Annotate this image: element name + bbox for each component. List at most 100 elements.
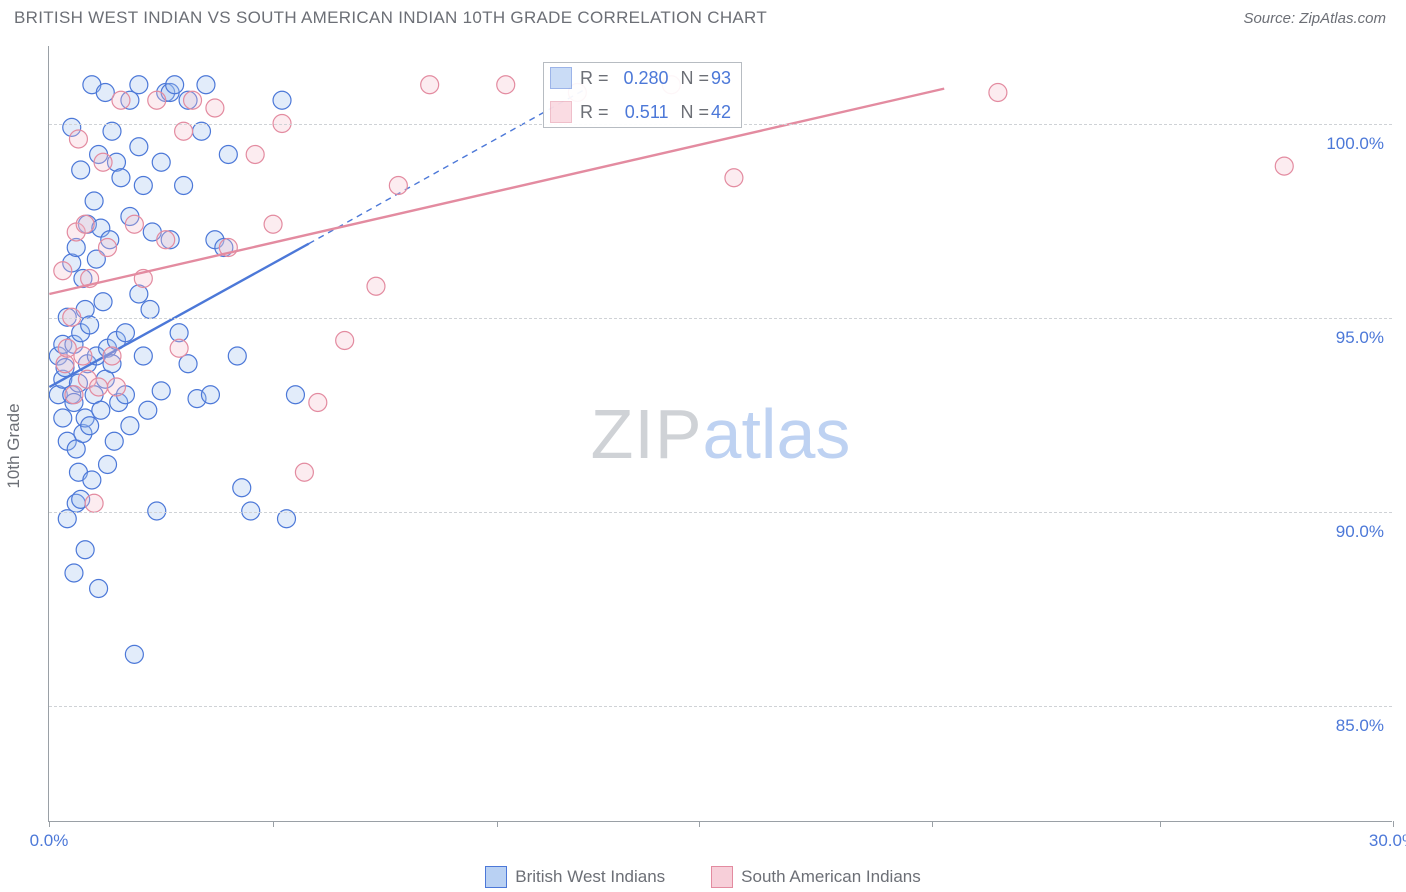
data-point	[286, 386, 304, 404]
data-point	[54, 262, 72, 280]
gridline	[49, 318, 1392, 319]
data-point	[81, 316, 99, 334]
data-point	[125, 645, 143, 663]
data-point	[112, 91, 130, 109]
data-point	[94, 153, 112, 171]
data-point	[130, 138, 148, 156]
data-point	[85, 192, 103, 210]
data-point	[81, 417, 99, 435]
gridline	[49, 512, 1392, 513]
data-point	[92, 401, 110, 419]
y-tick-label: 85.0%	[1336, 716, 1384, 736]
y-tick-label: 90.0%	[1336, 522, 1384, 542]
legend-swatch-bwi	[485, 866, 507, 888]
data-point	[336, 332, 354, 350]
data-point	[76, 215, 94, 233]
data-point	[197, 76, 215, 94]
data-point	[83, 471, 101, 489]
data-point	[116, 324, 134, 342]
data-point	[389, 177, 407, 195]
chart-header: BRITISH WEST INDIAN VS SOUTH AMERICAN IN…	[0, 0, 1406, 36]
correlation-stat-box: R =0.280N =93R =0.511N =42	[543, 62, 742, 128]
data-point	[152, 153, 170, 171]
data-point	[69, 130, 87, 148]
data-point	[130, 76, 148, 94]
data-point	[90, 580, 108, 598]
y-tick-label: 100.0%	[1326, 134, 1384, 154]
data-point	[121, 417, 139, 435]
x-tick	[1393, 821, 1394, 827]
data-point	[134, 347, 152, 365]
data-point	[103, 347, 121, 365]
data-point	[228, 347, 246, 365]
x-tick	[497, 821, 498, 827]
data-point	[141, 301, 159, 319]
data-point	[264, 215, 282, 233]
data-point	[309, 394, 327, 412]
data-point	[219, 146, 237, 164]
stat-r-label: R =	[578, 98, 609, 127]
data-point	[157, 231, 175, 249]
gridline	[49, 706, 1392, 707]
data-point	[170, 339, 188, 357]
legend-item-bwi: British West Indians	[485, 866, 665, 888]
stat-n-label: N =	[679, 98, 710, 127]
y-tick-label: 95.0%	[1336, 328, 1384, 348]
data-point	[175, 122, 193, 140]
data-point	[421, 76, 439, 94]
data-point	[134, 177, 152, 195]
stat-r-value: 0.511	[609, 98, 679, 127]
data-point	[1275, 157, 1293, 175]
data-point	[497, 76, 515, 94]
data-point	[152, 382, 170, 400]
data-point	[295, 463, 313, 481]
data-point	[139, 401, 157, 419]
data-point	[233, 479, 251, 497]
x-tick-label: 30.0%	[1369, 831, 1406, 851]
data-point	[90, 378, 108, 396]
legend-label-bwi: British West Indians	[515, 867, 665, 887]
chart-title: BRITISH WEST INDIAN VS SOUTH AMERICAN IN…	[14, 8, 767, 28]
data-point	[76, 541, 94, 559]
data-point	[99, 239, 117, 257]
data-point	[367, 277, 385, 295]
data-point	[103, 122, 121, 140]
legend-swatch-sai	[711, 866, 733, 888]
x-tick	[932, 821, 933, 827]
y-axis-label: 10th Grade	[4, 403, 24, 488]
stat-r-value: 0.280	[609, 64, 679, 93]
data-point	[246, 146, 264, 164]
data-point	[125, 215, 143, 233]
x-tick	[699, 821, 700, 827]
stat-swatch	[550, 67, 572, 89]
data-point	[184, 91, 202, 109]
legend-item-sai: South American Indians	[711, 866, 921, 888]
data-point	[94, 293, 112, 311]
legend-label-sai: South American Indians	[741, 867, 921, 887]
stat-row: R =0.280N =93	[544, 63, 741, 93]
data-point	[65, 564, 83, 582]
data-point	[107, 378, 125, 396]
data-point	[85, 494, 103, 512]
data-point	[105, 432, 123, 450]
data-point	[166, 76, 184, 94]
stat-swatch	[550, 101, 572, 123]
data-point	[148, 91, 166, 109]
x-tick	[273, 821, 274, 827]
x-tick	[1160, 821, 1161, 827]
bottom-legend: British West Indians South American Indi…	[0, 866, 1406, 888]
x-tick-label: 0.0%	[30, 831, 69, 851]
data-point	[206, 99, 224, 117]
data-point	[725, 169, 743, 187]
data-point	[112, 169, 130, 187]
stat-row: R =0.511N =42	[544, 97, 741, 127]
data-point	[74, 347, 92, 365]
stat-n-value: 42	[709, 98, 741, 127]
stat-n-value: 93	[709, 64, 741, 93]
scatter-plot: ZIPatlas 85.0%90.0%95.0%100.0%0.0%30.0%R…	[48, 46, 1392, 822]
data-point	[72, 161, 90, 179]
data-point	[175, 177, 193, 195]
data-point	[989, 84, 1007, 102]
data-point	[201, 386, 219, 404]
data-point	[99, 456, 117, 474]
